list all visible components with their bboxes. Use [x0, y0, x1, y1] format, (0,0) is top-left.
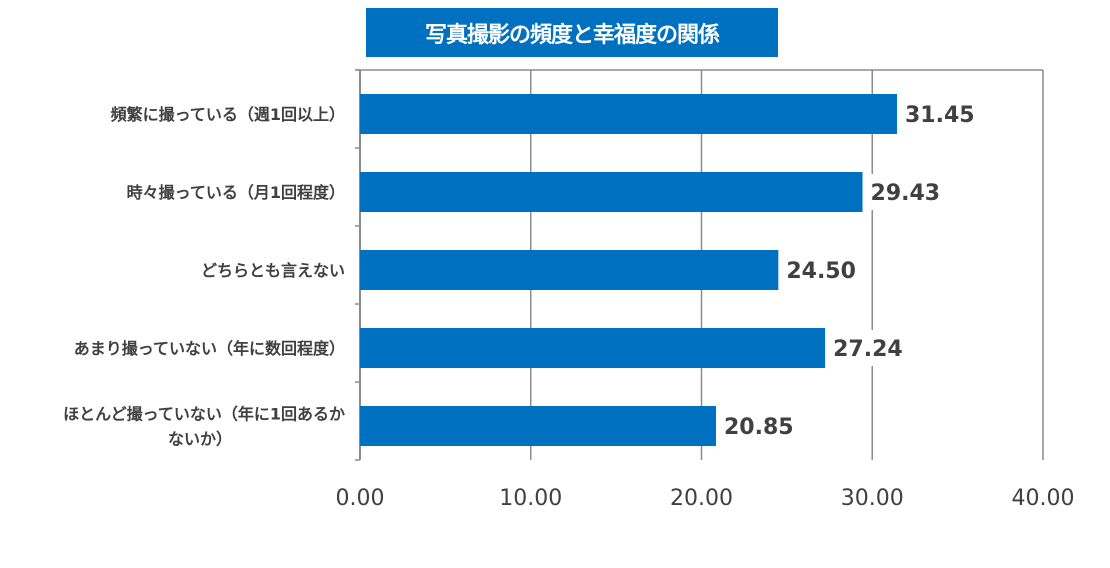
data-label-bg: [780, 252, 849, 288]
bar: [360, 406, 717, 446]
data-label-bg: [718, 408, 787, 444]
category-label: 頻繁に撮っている（週1回以上）: [111, 105, 345, 124]
data-label-bg: [899, 96, 968, 132]
bar: [360, 172, 863, 212]
category-label: ほとんど撮っていない（年に1回あるか: [63, 405, 345, 424]
data-label-bg: [827, 330, 896, 366]
x-tick-label: 0.00: [336, 486, 385, 511]
category-label: どちらとも言えない: [201, 261, 345, 280]
bar: [360, 250, 779, 290]
data-label: 27.24: [833, 337, 903, 362]
category-label: 時々撮っている（月1回程度）: [127, 183, 345, 202]
x-tick-label: 20.00: [670, 486, 733, 511]
category-label: あまり撮っていない（年に数回程度）: [74, 339, 345, 358]
data-label: 24.50: [786, 259, 856, 284]
bar: [360, 94, 898, 134]
data-label-bg: [864, 174, 933, 210]
x-tick-label: 10.00: [499, 486, 562, 511]
x-tick-label: 40.00: [1012, 486, 1075, 511]
x-tick-label: 30.00: [841, 486, 904, 511]
data-label: 31.45: [905, 103, 975, 128]
bar: [360, 328, 826, 368]
data-label: 20.85: [724, 415, 794, 440]
category-label: ないか）: [168, 430, 232, 449]
data-label: 29.43: [871, 181, 941, 206]
chart-title: 写真撮影の頻度と幸福度の関係: [366, 8, 778, 57]
